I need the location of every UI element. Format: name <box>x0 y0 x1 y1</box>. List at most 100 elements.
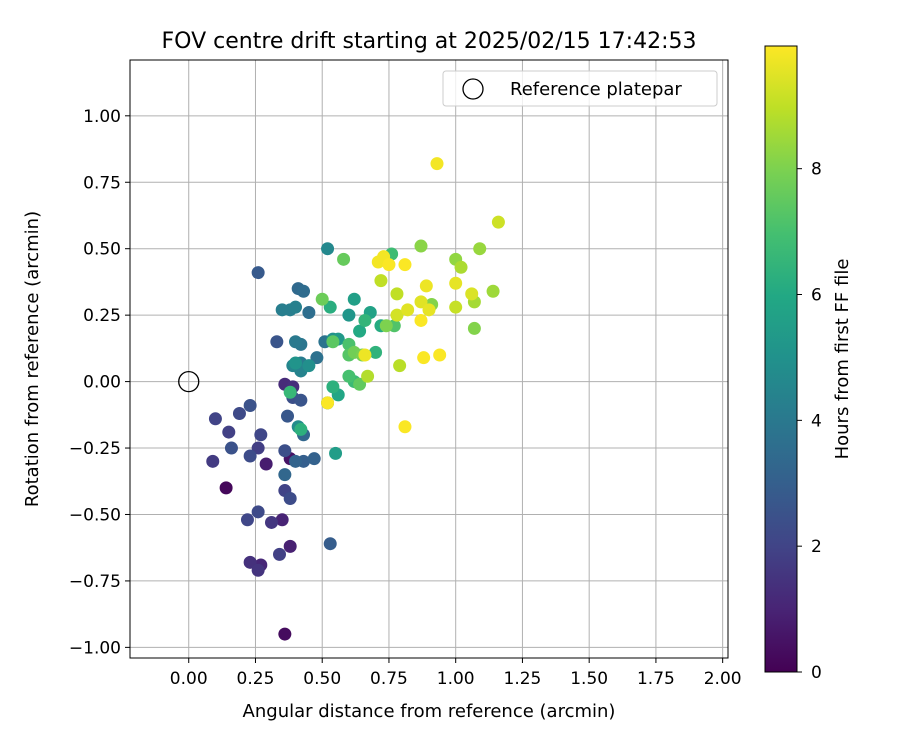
data-point <box>414 295 428 309</box>
scatter-points <box>206 157 505 641</box>
data-point <box>419 279 433 293</box>
data-point <box>278 627 292 641</box>
data-point <box>297 284 311 298</box>
data-point <box>329 446 343 460</box>
data-point <box>281 409 295 423</box>
x-tick-label: 2.00 <box>704 669 742 689</box>
data-point <box>486 284 500 298</box>
data-point <box>219 481 233 495</box>
data-point <box>243 555 257 569</box>
data-point <box>417 351 431 365</box>
data-point <box>401 303 415 317</box>
data-point <box>414 313 428 327</box>
data-point <box>382 258 396 272</box>
y-axis: −1.00 −0.75 −0.50 −0.25 0.00 0.25 0.50 0.75 1.00 <box>69 107 130 658</box>
data-point <box>358 313 372 327</box>
data-point <box>473 242 487 256</box>
data-point <box>270 335 284 349</box>
data-point <box>259 457 273 471</box>
x-axis-label: Angular distance from reference (arcmin) <box>243 701 616 722</box>
chart-title: FOV centre drift starting at 2025/02/15 … <box>162 29 697 54</box>
data-point <box>254 428 268 442</box>
data-point <box>224 441 238 455</box>
data-point <box>251 441 265 455</box>
data-point <box>289 454 303 468</box>
data-point <box>240 513 254 527</box>
data-point <box>206 454 220 468</box>
colorbar: 0 2 4 6 8 Hours from first FF file <box>764 45 853 683</box>
reference-point <box>178 370 200 393</box>
legend-reference-marker <box>462 78 484 100</box>
data-point <box>302 359 316 373</box>
y-tick-label: 1.00 <box>83 107 121 127</box>
data-point <box>398 258 412 272</box>
x-tick-label: 0.00 <box>170 669 208 689</box>
data-point <box>353 377 367 391</box>
data-point <box>273 547 286 561</box>
colorbar-ticks: 0 2 4 6 8 <box>797 160 822 683</box>
legend: Reference platepar <box>442 70 718 107</box>
y-tick-label: −0.25 <box>69 439 121 459</box>
data-point <box>326 335 340 349</box>
data-point <box>433 348 447 362</box>
y-tick-label: 0.00 <box>83 373 121 393</box>
data-point <box>326 380 340 394</box>
data-point <box>283 385 297 399</box>
data-point <box>393 359 407 373</box>
data-point <box>278 468 292 482</box>
x-tick-label: 0.25 <box>237 669 275 689</box>
y-tick-label: −0.75 <box>69 572 121 592</box>
data-point <box>283 492 297 506</box>
data-point <box>323 537 337 551</box>
data-point <box>321 396 335 410</box>
x-tick-label: 0.75 <box>370 669 408 689</box>
data-point <box>289 356 303 370</box>
data-point <box>353 324 367 338</box>
data-point <box>414 239 428 253</box>
y-tick-label: 0.25 <box>83 306 121 326</box>
data-point <box>430 157 444 171</box>
data-point <box>243 449 257 463</box>
data-point <box>449 276 463 290</box>
data-point <box>251 266 265 280</box>
legend-label: Reference platepar <box>510 79 682 100</box>
data-point <box>379 319 393 333</box>
colorbar-gradient <box>764 45 798 673</box>
data-point <box>310 351 324 365</box>
data-point <box>337 252 351 266</box>
data-point <box>251 505 265 519</box>
colorbar-tick-label: 4 <box>811 411 822 431</box>
y-tick-label: −0.50 <box>69 505 121 525</box>
data-point <box>307 452 321 466</box>
x-tick-label: 1.25 <box>504 669 542 689</box>
data-point <box>302 305 316 319</box>
colorbar-tick-label: 6 <box>811 286 822 306</box>
data-point <box>222 425 236 439</box>
y-tick-label: 0.75 <box>83 173 121 193</box>
data-point <box>398 420 412 434</box>
data-point <box>208 412 222 426</box>
data-point <box>361 369 375 383</box>
data-point <box>289 335 303 349</box>
data-point <box>342 369 356 383</box>
data-point <box>294 422 308 436</box>
data-point <box>467 321 481 335</box>
colorbar-tick-label: 0 <box>811 663 822 683</box>
colorbar-tick-label: 8 <box>811 160 822 180</box>
legend-box <box>442 70 718 107</box>
data-point <box>390 287 404 301</box>
data-point <box>347 292 361 306</box>
data-point <box>251 563 265 577</box>
data-point <box>278 444 292 458</box>
data-point <box>283 539 297 553</box>
colorbar-tick-label: 2 <box>811 537 822 557</box>
x-axis: 0.00 0.25 0.50 0.75 1.00 1.25 1.50 1.75 2.00 <box>170 658 742 689</box>
x-tick-label: 1.00 <box>437 669 475 689</box>
data-point <box>449 300 463 314</box>
x-tick-label: 1.50 <box>570 669 608 689</box>
data-point <box>275 513 289 527</box>
data-point <box>294 393 308 407</box>
x-tick-label: 1.75 <box>637 669 675 689</box>
reference-marker <box>178 370 200 393</box>
